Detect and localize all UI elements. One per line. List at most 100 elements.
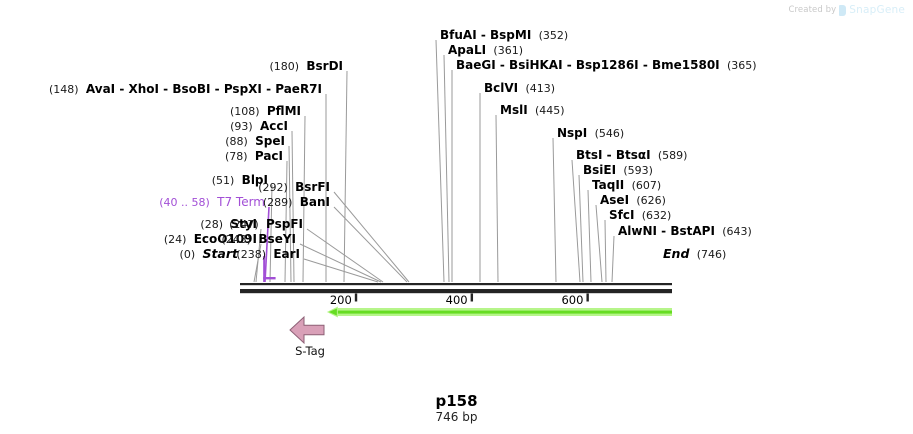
leader-line-bsrfi — [333, 191, 410, 283]
feature-shapes-group — [263, 256, 672, 345]
leader-line-btsi-btsai — [571, 159, 581, 283]
site-label-bsiei: BsiEI (593) — [583, 164, 653, 177]
enzyme-name: BaeGI — [456, 58, 496, 72]
site-position: (108) — [229, 105, 260, 118]
site-label-baegi-bsihkai-bsp1286i-bme1580i: BaeGI - BsiHKAI - Bsp1286I - Bme1580I (3… — [456, 59, 757, 72]
site-label-paci: (78) PacI — [0, 150, 283, 163]
site-enzyme-list: EarI — [273, 247, 300, 261]
site-position: (361) — [493, 44, 523, 57]
enzyme-name: SpeI — [255, 134, 285, 148]
enzyme-separator: - — [476, 28, 491, 42]
site-label-pspfi: (247) PspFI — [0, 218, 303, 231]
sequence-backbone-group — [240, 283, 672, 302]
enzyme-name: AseI — [600, 193, 630, 207]
site-enzyme-list: Start — [202, 247, 238, 261]
enzyme-name: Bme1580I — [651, 58, 720, 72]
leader-line-eari — [303, 258, 379, 283]
site-position: (180) — [269, 60, 300, 73]
site-position: (632) — [641, 209, 672, 222]
site-enzyme-list: SpeI — [255, 134, 285, 148]
site-position: (51) — [211, 174, 235, 187]
enzyme-name: BsiHKAI — [509, 58, 563, 72]
enzyme-name: PflMI — [266, 104, 301, 118]
site-enzyme-list: BclVI — [484, 81, 518, 95]
leader-lines-group — [253, 39, 615, 283]
site-enzyme-list: EcoO109I — [194, 232, 257, 246]
enzyme-name: EarI — [273, 247, 300, 261]
site-enzyme-list: BsiEI — [583, 163, 616, 177]
site-enzyme-list: SfcI — [609, 208, 634, 222]
site-enzyme-list: BanI — [300, 195, 330, 209]
leader-line-bsiei — [578, 174, 584, 283]
leader-line-ecoo109i — [253, 243, 262, 283]
enzyme-name: SfcI — [609, 208, 635, 222]
site-position: (643) — [722, 225, 752, 238]
site-label-blpi: (51) BlpI — [0, 174, 268, 187]
snapgene-wordmark: SnapGene — [849, 4, 905, 16]
leader-line-nspi — [552, 137, 557, 283]
enzyme-name: BsrDI — [306, 59, 343, 73]
site-label-nspi: NspI (546) — [557, 127, 624, 140]
enzyme-name: BstAPI — [670, 224, 715, 238]
enzyme-separator: - — [562, 58, 576, 72]
enzyme-separator: - — [261, 82, 276, 96]
plasmid-name-block: p158 746 bp — [0, 392, 913, 425]
site-position: (546) — [594, 127, 625, 140]
site-position: (746) — [696, 248, 727, 261]
site-enzyme-list: AccI — [260, 119, 288, 133]
site-label-msli: MslI (445) — [500, 104, 565, 117]
site-position: (247) — [229, 218, 259, 231]
site-enzyme-list: PspFI — [266, 217, 303, 231]
enzyme-name: BtsI — [576, 148, 603, 162]
enzyme-name: BfuAI — [440, 28, 477, 42]
site-position: (589) — [657, 149, 688, 162]
enzyme-separator: - — [638, 58, 652, 72]
site-label-asei: AseI (626) — [600, 194, 666, 207]
site-enzyme-list: PflMI — [267, 104, 301, 118]
enzyme-name: PacI — [254, 149, 283, 163]
enzyme-name: T7 Term — [217, 195, 265, 209]
site-position: (413) — [525, 82, 556, 95]
site-position: (78) — [224, 150, 248, 163]
enzyme-name: StyI — [230, 217, 257, 231]
leader-line-sfci — [604, 219, 607, 283]
site-position: (40 .. 58) — [159, 196, 210, 209]
site-label-bfuai-bspmi: BfuAI - BspMI (352) — [440, 29, 568, 42]
site-position: (292) — [258, 181, 288, 194]
site-label-acci: (93) AccI — [0, 120, 288, 133]
leader-line-bani — [333, 206, 408, 283]
site-position: (88) — [225, 135, 248, 148]
leader-line-t7-term — [264, 206, 270, 283]
leader-line-msli — [495, 114, 499, 283]
ruler-tick — [354, 293, 358, 302]
sequence-line-upper — [240, 283, 672, 286]
site-enzyme-list: BlpI — [242, 173, 268, 187]
enzyme-name: XhoI — [128, 82, 159, 96]
leader-line-paci — [284, 160, 288, 283]
enzyme-separator: - — [602, 148, 616, 162]
site-enzyme-list: NspI — [557, 126, 587, 140]
enzyme-name: BsrFI — [295, 180, 330, 194]
site-label-apali: ApaLI (361) — [448, 44, 523, 57]
site-position: (607) — [631, 179, 662, 192]
site-label-start: (0) Start — [0, 247, 238, 261]
snapgene-branding: Created by SnapGene — [788, 4, 905, 16]
site-enzyme-list: BaeGI - BsiHKAI - Bsp1286I - Bme1580I — [456, 58, 720, 72]
plasmid-size-label: 746 bp — [435, 410, 478, 424]
site-label-pflmi: (108) PflMI — [0, 105, 301, 118]
page-title: p158 — [435, 392, 478, 410]
enzyme-separator: - — [115, 82, 129, 96]
leader-line-pflmi — [302, 115, 306, 283]
enzyme-separator: - — [495, 58, 510, 72]
site-position: (0) — [179, 248, 196, 261]
site-label-btsi-btsai: BtsI - BtsαI (589) — [576, 149, 687, 162]
enzyme-separator: - — [657, 224, 671, 238]
site-enzyme-list: MslI — [500, 103, 528, 117]
leader-line-bsrdi — [343, 70, 348, 283]
site-enzyme-list: ApaLI — [448, 43, 486, 57]
leader-line-spei — [288, 145, 292, 283]
site-label-spei: (88) SpeI — [0, 135, 285, 148]
feature-t7-term — [263, 256, 276, 282]
ruler-number-400: 400 — [445, 293, 468, 307]
